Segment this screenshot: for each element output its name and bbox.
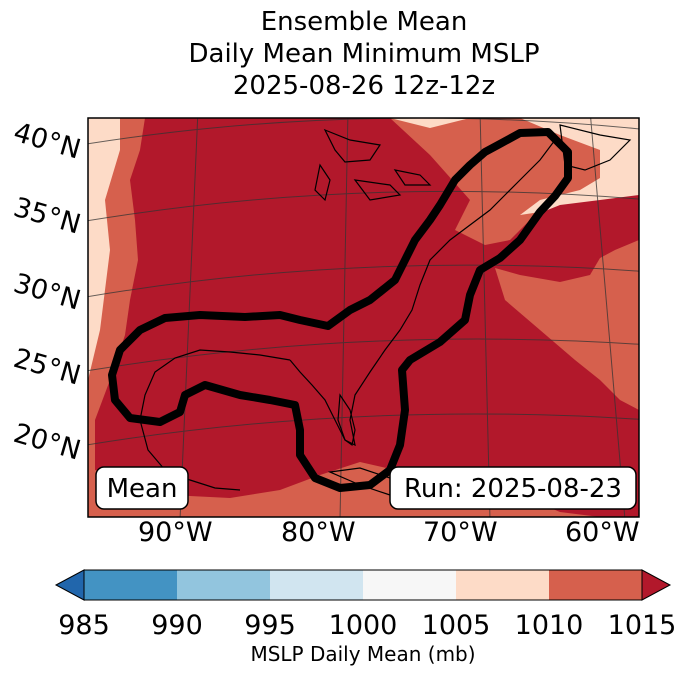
run-box-label: Run: 2025-08-23 — [404, 474, 622, 504]
coastline-great-lakes — [314, 128, 432, 202]
title-line-3: 2025-08-26 12z-12z — [232, 71, 496, 101]
lon-label-60: 60°W — [565, 517, 640, 548]
coastline-gulf — [139, 349, 291, 491]
lat-label-30: 30°N — [10, 268, 84, 317]
colorbar-frame — [83, 569, 643, 601]
colorbar-tick-1015: 1015 — [608, 610, 677, 641]
mean-contour — [108, 128, 572, 492]
mean-box-label: Mean — [107, 474, 178, 504]
lat-label-35: 35°N — [10, 192, 84, 241]
graticule-lon-70 — [479, 118, 491, 517]
colorbar-tick-1000: 1000 — [329, 610, 398, 641]
lon-label-90: 90°W — [138, 517, 213, 548]
pressure-field-inner — [95, 118, 639, 517]
colorbar-extend-high — [641, 569, 672, 601]
run-box — [389, 466, 637, 510]
lat-label-40: 40°N — [10, 117, 84, 166]
colorbar-tick-990: 990 — [151, 610, 203, 641]
map-title: Ensemble Mean Daily Mean Minimum MSLP 20… — [0, 6, 688, 102]
title-line-2: Daily Mean Minimum MSLP — [188, 39, 540, 69]
colorbar-tick-995: 995 — [244, 610, 296, 641]
graticule-lat-35 — [88, 190, 639, 222]
graticule-lat-30 — [88, 264, 639, 298]
lon-label-70: 70°W — [423, 517, 498, 548]
colorbar-tick-985: 985 — [58, 610, 110, 641]
graticule-lat-20 — [88, 413, 639, 446]
colorbar-tick-1010: 1010 — [515, 610, 584, 641]
colorbar-bin-995-1000 — [270, 570, 363, 600]
map-area — [88, 118, 639, 517]
colorbar-bin-1000-1005 — [363, 570, 456, 600]
map-frame — [87, 117, 640, 518]
colorbar-bin-985-990 — [84, 570, 177, 600]
graticule-lat-25 — [88, 338, 639, 372]
colorbar-bin-1005-1010 — [456, 570, 549, 600]
mean-box — [95, 466, 189, 510]
colorbar-extend-low — [54, 569, 85, 601]
coastline-florida — [337, 393, 356, 447]
lon-label-80: 80°W — [281, 517, 356, 548]
coastline-east-us — [289, 139, 556, 447]
colorbar: 985 990 995 1000 1005 1010 1015 MSLP Dai… — [54, 569, 677, 666]
colorbar-tick-1005: 1005 — [422, 610, 491, 641]
lat-label-25: 25°N — [10, 343, 84, 392]
colorbar-bin-990-995 — [177, 570, 270, 600]
colorbar-label: MSLP Daily Mean (mb) — [250, 642, 475, 666]
graticule-lon-60 — [590, 118, 626, 517]
lat-label-20: 20°N — [10, 418, 84, 467]
title-line-1: Ensemble Mean — [260, 7, 468, 37]
colorbar-bin-1010-1015 — [549, 570, 642, 600]
